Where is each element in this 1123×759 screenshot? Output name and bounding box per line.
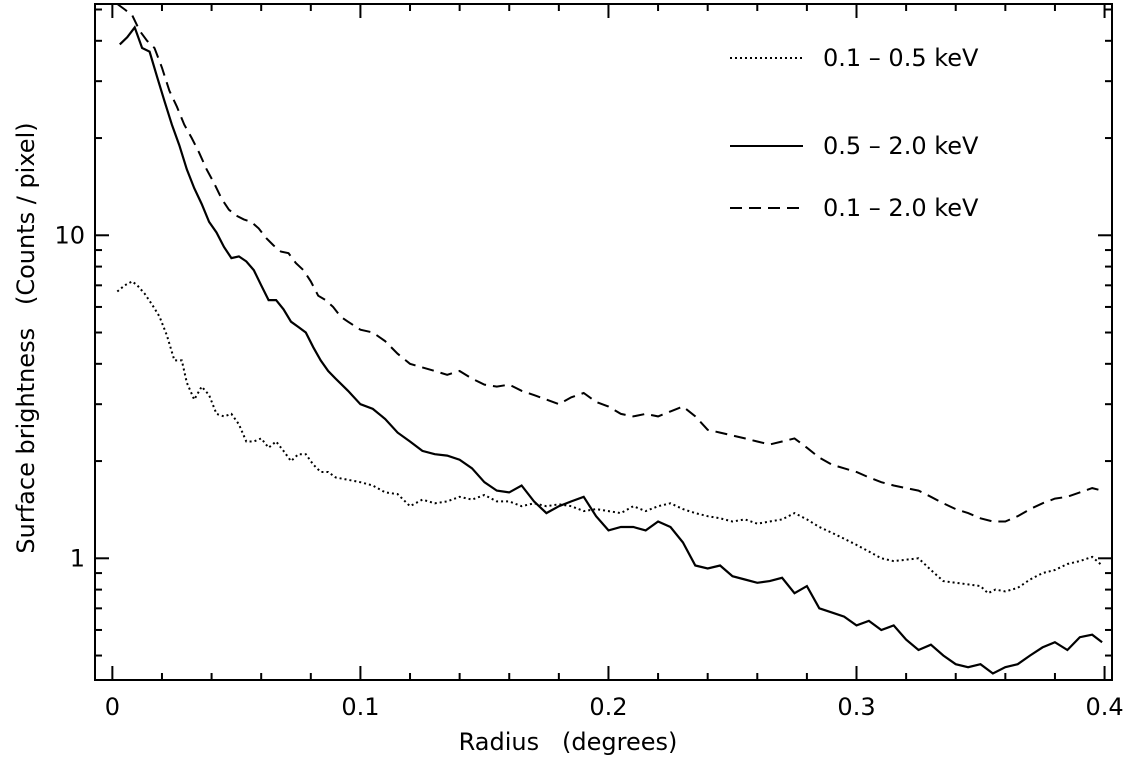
legend-label-3: 0.1 – 2.0 keV <box>823 194 979 222</box>
y-tick-label: 10 <box>54 221 85 249</box>
x-tick-label: 0.2 <box>589 693 627 721</box>
y-axis-ticks: 1 10 <box>54 8 1112 657</box>
legend-label-2: 0.5 – 2.0 keV <box>823 132 979 160</box>
y-axis-label: Surface brightness (Counts / pixel) <box>12 122 40 553</box>
x-axis-label: Radius (degrees) <box>459 728 678 756</box>
plot-frame <box>94 3 1113 681</box>
x-tick-label: 0 <box>105 693 120 721</box>
x-tick-label: 0.1 <box>341 693 379 721</box>
legend-label-1: 0.1 – 0.5 keV <box>823 44 979 72</box>
series-line-1 <box>116 280 1103 595</box>
series-line-2 <box>119 25 1103 675</box>
y-tick-label: 1 <box>70 544 85 572</box>
series-line-3 <box>116 3 1103 523</box>
series-layer <box>116 3 1103 675</box>
legend: 0.1 – 0.5 keV 0.5 – 2.0 keV 0.1 – 2.0 keV <box>730 44 979 222</box>
x-tick-label: 0.4 <box>1085 693 1123 721</box>
x-axis-ticks: 0 0.1 0.2 0.3 0.4 <box>105 4 1123 721</box>
x-tick-label: 0.3 <box>837 693 875 721</box>
